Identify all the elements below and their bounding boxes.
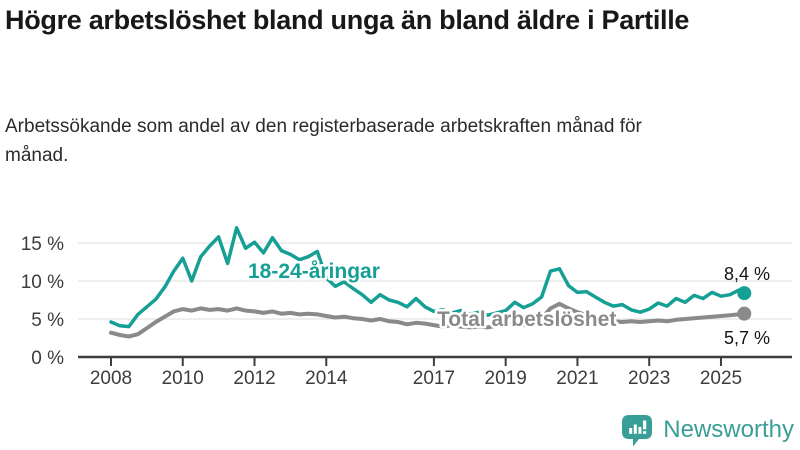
series-label-total: Total arbetslöshet [437, 308, 616, 331]
end-dot-youth [737, 286, 752, 301]
end-value-label-total: 5,7 % [724, 328, 770, 348]
x-tick-label-2014: 2014 [305, 368, 348, 389]
x-tick-label-2023: 2023 [628, 368, 670, 389]
y-tick-label-15: 15 % [21, 234, 64, 255]
x-tick-label-2025: 2025 [700, 368, 742, 389]
newsworthy-logo-icon [622, 415, 653, 447]
series-line-youth [109, 226, 747, 329]
line-chart-canvas: 2008 2010 2012 2014 2017 2019 2021 2023 2025 0 % 5… [21, 226, 792, 389]
chart-subtitle: Arbetssökande som andel av den registerb… [5, 116, 642, 167]
y-tick-label-10: 10 % [21, 272, 64, 293]
series-line-total [109, 301, 747, 339]
x-tick-label-2019: 2019 [485, 368, 527, 389]
series-label-youth: 18-24-åringar [248, 260, 380, 283]
end-dot-total [737, 306, 752, 321]
x-tick-label-2010: 2010 [162, 368, 204, 389]
y-tick-label-0: 0 % [31, 348, 64, 369]
brand-name: Newsworthy [663, 416, 794, 443]
x-tick-label-2008: 2008 [90, 368, 132, 389]
page-title: Högre arbetslöshet bland unga än bland ä… [5, 5, 690, 35]
x-tick-label-2021: 2021 [556, 368, 598, 389]
end-value-label-youth: 8,4 % [724, 264, 770, 284]
x-tick-label-2017: 2017 [413, 368, 455, 389]
brand-footer: Newsworthy [620, 413, 794, 447]
y-tick-label-5: 5 % [31, 310, 64, 331]
x-tick-label-2012: 2012 [233, 368, 275, 389]
